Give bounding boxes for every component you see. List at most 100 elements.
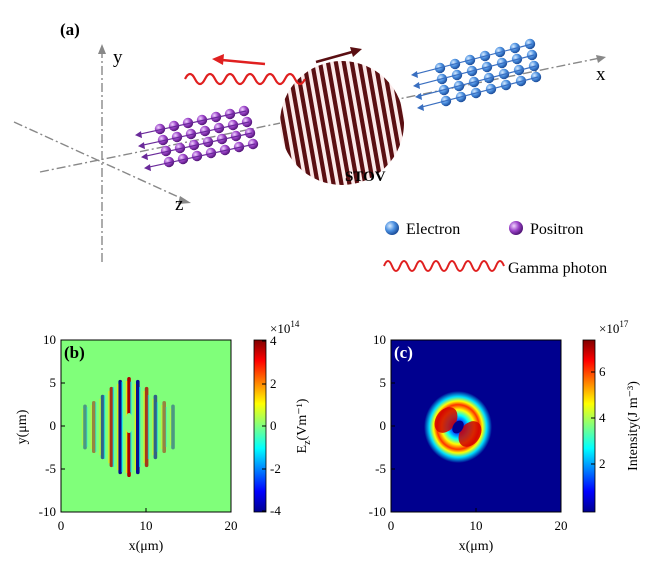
z-axis-arrowhead bbox=[178, 196, 191, 204]
fringe bbox=[100, 394, 105, 460]
panel-b-multiplier: ×1014 bbox=[270, 319, 300, 336]
z-axis-letter: z bbox=[175, 194, 183, 215]
fringe bbox=[105, 390, 109, 464]
fringe bbox=[149, 390, 153, 464]
panel-b-xlabel: x(μm) bbox=[129, 539, 164, 554]
positron bbox=[168, 120, 180, 132]
gamma-photon-wave bbox=[184, 72, 306, 86]
pulse-stripe bbox=[332, 61, 362, 185]
electron-arrowhead bbox=[415, 92, 422, 100]
fringe-edge bbox=[152, 398, 154, 456]
panel-b-label: (b) bbox=[64, 343, 85, 362]
pulse-stripe bbox=[355, 61, 385, 185]
positron-arrow bbox=[148, 143, 256, 168]
fringe-edge bbox=[134, 383, 136, 471]
positron bbox=[160, 145, 172, 157]
fringe-edge bbox=[156, 402, 158, 452]
positron bbox=[182, 117, 194, 129]
fringe bbox=[83, 404, 87, 450]
fringe bbox=[114, 383, 118, 471]
y-axis-letter: y bbox=[113, 47, 123, 68]
pulse-stripe bbox=[324, 61, 354, 185]
field-fringes bbox=[81, 377, 175, 477]
panel-c-colorbar-ticks: 6 4 2 bbox=[591, 364, 606, 471]
y-tick-label: -5 bbox=[375, 461, 386, 476]
positron bbox=[188, 139, 200, 151]
x-tick-label: 20 bbox=[225, 518, 238, 533]
legend-photon-wave bbox=[383, 260, 505, 272]
legend-positron-marker bbox=[509, 221, 523, 235]
x-axis-arrowhead bbox=[596, 55, 606, 63]
y-tick-label: 0 bbox=[380, 418, 387, 433]
fringe-edge bbox=[139, 387, 141, 467]
positron bbox=[154, 123, 166, 135]
fringe bbox=[162, 400, 166, 454]
x-tick-label: 10 bbox=[470, 518, 483, 533]
fringe-edge bbox=[86, 407, 88, 447]
y-tick-label: 10 bbox=[43, 332, 56, 347]
colorbar-tick-label: 6 bbox=[599, 364, 606, 379]
fringe bbox=[153, 394, 158, 460]
positron-arrow bbox=[145, 132, 253, 157]
fringe bbox=[166, 403, 171, 451]
fringe bbox=[136, 379, 140, 475]
legend: Electron Positron Gamma photon bbox=[383, 221, 607, 277]
fringe-edge bbox=[121, 381, 123, 473]
intensity-core bbox=[452, 420, 464, 434]
panel-c-multiplier: ×1017 bbox=[599, 319, 629, 336]
panel-b-ylabel: y(μm) bbox=[15, 409, 30, 444]
positron-arrowhead bbox=[141, 153, 148, 161]
pulse-stripe bbox=[317, 61, 346, 185]
x-tick-label: 10 bbox=[140, 518, 153, 533]
y-tick-label: -10 bbox=[369, 504, 386, 519]
y-tick-label: -10 bbox=[39, 504, 56, 519]
y-tick-label: 10 bbox=[373, 332, 386, 347]
positron bbox=[177, 153, 189, 165]
positron-arrow bbox=[139, 110, 247, 135]
electron-arrow bbox=[417, 54, 535, 86]
panel-b-ticks: 0 10 20 10 5 0 -5 -10 bbox=[39, 332, 238, 533]
fringe bbox=[122, 377, 127, 477]
positron bbox=[163, 156, 175, 168]
colorbar-tick-label: -4 bbox=[270, 503, 281, 518]
colorbar-tick-label: 4 bbox=[599, 410, 606, 425]
fringe-edge bbox=[117, 383, 119, 471]
fringe bbox=[158, 398, 162, 456]
pulse-stripe bbox=[280, 64, 308, 185]
fringe-edge bbox=[81, 408, 84, 446]
positron-arrow bbox=[142, 121, 250, 146]
fringe bbox=[109, 386, 114, 468]
fringe-edge bbox=[165, 407, 167, 447]
y-tick-label: 0 bbox=[50, 418, 57, 433]
panel-c-xlabel: x(μm) bbox=[459, 539, 494, 554]
positron-arrowhead bbox=[144, 164, 151, 172]
intensity-lobe-left bbox=[434, 407, 458, 433]
electron-arrow bbox=[421, 76, 539, 108]
electron-arrow bbox=[419, 65, 537, 97]
fringe-edge bbox=[147, 394, 150, 460]
fringe-center bbox=[125, 413, 133, 433]
panel-a: (a) y x z STOV bbox=[13, 20, 607, 277]
positron bbox=[171, 131, 183, 143]
legend-electron-marker bbox=[385, 221, 399, 235]
x-tick-label: 0 bbox=[388, 518, 395, 533]
panel-c-label: (c) bbox=[394, 343, 413, 362]
panel-c-colorbar bbox=[582, 339, 596, 513]
fringe bbox=[144, 386, 149, 468]
pulse-stripe bbox=[301, 61, 331, 185]
fringe bbox=[96, 398, 100, 456]
positron bbox=[157, 134, 169, 146]
y-tick-label: 5 bbox=[380, 375, 387, 390]
panel-b-colorbar-label: Ez(Vm⁻¹) bbox=[295, 398, 313, 453]
fringe-edge bbox=[143, 390, 145, 464]
electron-arrowhead bbox=[411, 70, 418, 78]
legend-photon-label: Gamma photon bbox=[508, 260, 607, 277]
fringe-edge bbox=[95, 402, 97, 452]
fringe bbox=[131, 377, 136, 477]
colorbar-tick-label: 0 bbox=[270, 418, 277, 433]
x-axis-letter: x bbox=[596, 64, 606, 85]
pulse-stripe bbox=[286, 63, 315, 185]
x-tick-label: 20 bbox=[555, 518, 568, 533]
colorbar-tick-label: 2 bbox=[270, 376, 277, 391]
fringe-edge bbox=[169, 408, 172, 446]
